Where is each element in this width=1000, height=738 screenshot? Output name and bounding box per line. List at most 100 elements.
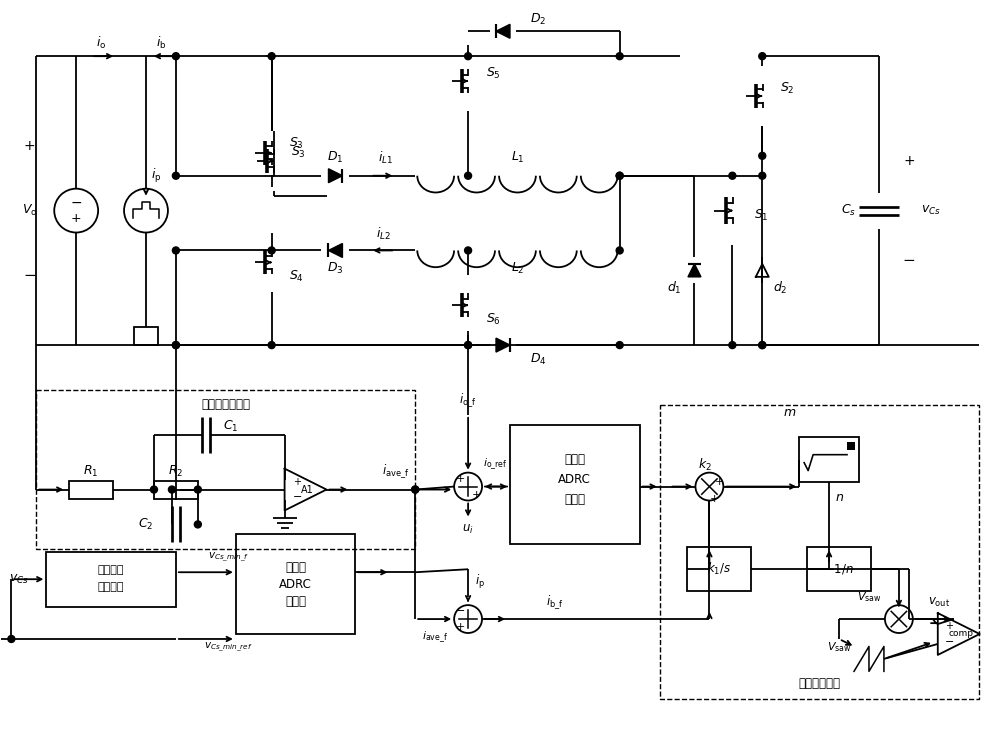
Text: $V_{\mathrm{o}}$: $V_{\mathrm{o}}$: [22, 203, 37, 218]
Text: $d_{1}$: $d_{1}$: [667, 280, 682, 297]
Circle shape: [759, 52, 766, 60]
Text: $i_{\mathrm{b}}$: $i_{\mathrm{b}}$: [156, 35, 166, 51]
Circle shape: [759, 152, 766, 159]
Text: +: +: [455, 622, 465, 632]
Text: −: −: [292, 492, 302, 502]
Circle shape: [172, 52, 179, 60]
Text: $v_{Cs}$: $v_{Cs}$: [921, 204, 941, 217]
Text: $D_{1}$: $D_{1}$: [327, 151, 344, 165]
Text: $D_{3}$: $D_{3}$: [327, 261, 344, 276]
Circle shape: [412, 486, 419, 493]
Circle shape: [759, 172, 766, 179]
Bar: [510, 425, 640, 545]
Text: −: −: [902, 253, 915, 268]
Text: −: −: [945, 637, 954, 646]
Text: 电流前馈模块: 电流前馈模块: [798, 677, 840, 690]
Circle shape: [268, 52, 275, 60]
Text: +: +: [23, 139, 35, 153]
Text: $L_{1}$: $L_{1}$: [511, 151, 525, 165]
Bar: [807, 548, 871, 591]
Polygon shape: [328, 169, 342, 183]
Bar: [660, 405, 979, 699]
Circle shape: [412, 486, 419, 493]
Polygon shape: [688, 264, 701, 277]
Circle shape: [268, 247, 275, 254]
Circle shape: [465, 247, 472, 254]
Text: $i_{L1}$: $i_{L1}$: [378, 150, 393, 166]
Circle shape: [729, 342, 736, 348]
Text: $D_{4}$: $D_{4}$: [530, 351, 546, 367]
Circle shape: [168, 486, 175, 493]
Circle shape: [759, 342, 766, 348]
Text: +: +: [710, 494, 719, 503]
Text: 二阶低通滤波器: 二阶低通滤波器: [201, 399, 250, 411]
Text: $d_{2}$: $d_{2}$: [773, 280, 787, 297]
Bar: [799, 437, 859, 482]
Polygon shape: [328, 244, 342, 258]
Text: $i_{L2}$: $i_{L2}$: [376, 226, 391, 241]
Text: $V_{\mathrm{saw}}$: $V_{\mathrm{saw}}$: [857, 590, 881, 604]
Text: +: +: [71, 212, 81, 225]
Text: 控制器: 控制器: [564, 493, 585, 506]
Text: comp: comp: [948, 630, 973, 638]
Text: −: −: [23, 268, 36, 283]
Text: $R_{1}$: $R_{1}$: [83, 464, 99, 479]
Text: 非线性: 非线性: [285, 561, 306, 573]
Text: $v_{Cs\_min\_ref}$: $v_{Cs\_min\_ref}$: [204, 641, 253, 654]
Text: 非线性: 非线性: [564, 453, 585, 466]
Text: $i_{\mathrm{ave\_f}}$: $i_{\mathrm{ave\_f}}$: [422, 630, 448, 645]
Circle shape: [759, 342, 766, 348]
Text: −: −: [70, 196, 82, 210]
Circle shape: [268, 342, 275, 348]
Text: $k_{2}$: $k_{2}$: [698, 457, 711, 472]
Text: +: +: [293, 477, 301, 487]
Circle shape: [465, 172, 472, 179]
Text: $i_{\mathrm{o\_f}}$: $i_{\mathrm{o\_f}}$: [459, 391, 477, 409]
Bar: [687, 548, 751, 591]
Circle shape: [8, 635, 15, 643]
Circle shape: [172, 342, 179, 348]
Text: $S_{3}$: $S_{3}$: [289, 137, 304, 151]
Text: +: +: [946, 621, 954, 632]
Text: $u_{i}$: $u_{i}$: [462, 523, 474, 536]
Bar: [154, 480, 198, 498]
Circle shape: [150, 486, 157, 493]
Polygon shape: [496, 24, 510, 38]
Circle shape: [616, 172, 623, 179]
Text: $D_{2}$: $D_{2}$: [530, 12, 546, 27]
Text: $n$: $n$: [835, 491, 844, 504]
Text: $C_{s}$: $C_{s}$: [841, 203, 857, 218]
Circle shape: [465, 342, 472, 348]
Text: ADRC: ADRC: [279, 578, 312, 590]
Text: $k_{1}/s$: $k_{1}/s$: [707, 561, 731, 577]
Text: +: +: [715, 477, 724, 486]
Circle shape: [465, 52, 472, 60]
Text: $i_{\mathrm{b\_f}}$: $i_{\mathrm{b\_f}}$: [546, 593, 564, 611]
Text: $i_{\mathrm{p}}$: $i_{\mathrm{p}}$: [475, 573, 485, 591]
Text: −: −: [455, 606, 465, 616]
Text: $S_{3}$: $S_{3}$: [291, 145, 306, 160]
Text: ADRC: ADRC: [558, 473, 591, 486]
Bar: [236, 534, 355, 634]
Text: 谷值电压: 谷值电压: [98, 565, 124, 575]
Circle shape: [729, 172, 736, 179]
Text: $S_{6}$: $S_{6}$: [486, 311, 500, 327]
Text: +: +: [471, 489, 481, 500]
Text: $i_{\mathrm{o\_ref}}$: $i_{\mathrm{o\_ref}}$: [483, 457, 507, 472]
Text: $v_{\mathrm{out}}$: $v_{\mathrm{out}}$: [928, 596, 950, 609]
Text: $m$: $m$: [783, 407, 796, 419]
Text: $S_{1}$: $S_{1}$: [754, 208, 769, 223]
Text: $S_{2}$: $S_{2}$: [780, 80, 794, 96]
Circle shape: [194, 521, 201, 528]
Circle shape: [465, 342, 472, 348]
Circle shape: [616, 52, 623, 60]
Circle shape: [194, 486, 201, 493]
Text: $L_{2}$: $L_{2}$: [511, 261, 525, 276]
Text: $i_{\mathrm{o}}$: $i_{\mathrm{o}}$: [96, 35, 106, 51]
Bar: [46, 552, 176, 607]
Circle shape: [616, 172, 623, 179]
Bar: [36, 390, 415, 549]
Text: $S_{4}$: $S_{4}$: [289, 269, 304, 284]
Text: $v_{Cs}$: $v_{Cs}$: [9, 573, 29, 586]
Circle shape: [172, 247, 179, 254]
